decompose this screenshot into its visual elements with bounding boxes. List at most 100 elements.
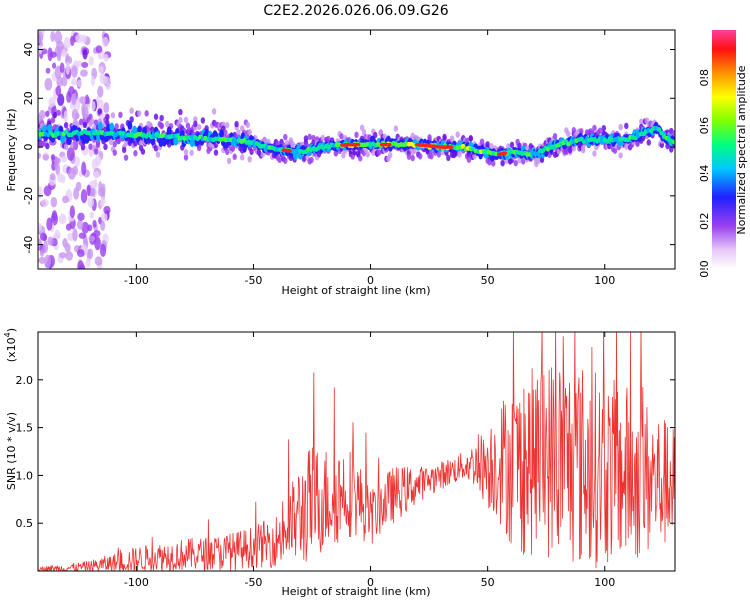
spectrogram-halo-blob — [277, 156, 282, 164]
spectrogram-band-blob — [109, 122, 115, 132]
spectrogram-noise-blob — [76, 249, 85, 258]
spectrogram-halo-blob — [517, 142, 522, 150]
spectrogram-halo-blob — [618, 123, 623, 131]
snr-y-ticks: 0.5 1.0 1.5 2.0 — [16, 374, 675, 530]
spectrogram-noise-blob — [39, 232, 48, 241]
spectrogram-halo-blob — [487, 159, 492, 166]
spectrogram-noise-blob — [61, 76, 68, 87]
spectrogram-halo-blob — [56, 109, 61, 116]
spectrogram-halo-blob — [153, 145, 159, 152]
spectrogram-halo-blob — [230, 145, 236, 152]
spectrogram-noise-blob — [99, 243, 107, 257]
spectrogram-halo-blob — [361, 129, 367, 136]
colorbar-tick-label: 0.6 — [698, 117, 711, 135]
spectrogram-peak-blob — [355, 142, 361, 147]
spectrogram-noise-blob — [54, 30, 63, 44]
spectrogram-y-tick-label: -20 — [22, 187, 35, 205]
spectrogram-halo-blob — [339, 133, 344, 140]
spectrogram-halo-blob — [78, 118, 84, 126]
spectrogram-halo-blob — [479, 138, 485, 145]
spectrogram-noise-blob — [95, 45, 103, 54]
spectrogram-halo-blob — [564, 148, 569, 156]
spectrogram-noise-blob — [97, 85, 104, 98]
spectrogram-noise-blob — [63, 37, 71, 50]
spectrogram-y-tick-label: 40 — [22, 43, 35, 57]
spectrogram-halo-blob — [552, 132, 558, 140]
snr-x-tick-label: 100 — [594, 576, 615, 589]
spectrogram-peak-blob — [287, 149, 292, 153]
spectrogram-y-axis-label: Frequency (Hz) — [5, 109, 18, 192]
spectrogram-halo-blob — [247, 156, 252, 163]
spectrogram-noise-blob — [85, 257, 91, 268]
spectrogram-halo-blob — [183, 154, 189, 161]
spectrogram-noise-blob — [38, 152, 42, 159]
spectrogram-halo-blob — [406, 153, 412, 160]
colorbar: 0.0 0.2 0.4 0.6 0.8 Normalized spectral ampl… — [698, 30, 748, 278]
spectrogram-halo-blob — [183, 116, 189, 123]
spectrogram-halo-blob — [225, 122, 230, 129]
spectrogram-halo-blob — [500, 160, 505, 167]
spectrogram-halo-blob — [618, 152, 623, 159]
spectrogram-halo-blob — [283, 133, 288, 141]
spectrogram-noise-blob — [86, 184, 92, 197]
snr-scale-label: (x104) — [3, 328, 18, 362]
colorbar-label: Normalized spectral amplitude — [735, 65, 748, 234]
spectrogram-noise-blob — [101, 183, 106, 197]
spectrogram-halo-blob — [521, 158, 526, 165]
spectrogram-halo-blob — [80, 143, 86, 151]
spectrogram-halo-blob — [580, 144, 586, 152]
spectrogram-halo-blob — [116, 138, 121, 145]
spectrogram-halo-blob — [249, 148, 254, 155]
spectrogram-y-ticks: -40 -20 0 20 40 — [22, 43, 675, 254]
spectrogram-band-blob — [127, 120, 133, 130]
spectrogram-halo-blob — [189, 149, 194, 156]
spectrogram-halo-blob — [393, 125, 399, 132]
spectrogram-noise-blob — [46, 217, 53, 231]
spectrogram-noise-blob — [50, 196, 58, 208]
spectrogram-peak-blob — [502, 151, 508, 156]
spectrogram-noise-blob — [48, 96, 56, 108]
spectrogram-halo-blob — [213, 149, 219, 156]
spectrogram-noise-blob — [59, 252, 67, 259]
spectrogram-halo-blob — [38, 118, 41, 125]
spectrogram-halo-blob — [223, 129, 228, 136]
spectrogram-noise-blob — [73, 187, 80, 200]
spectrogram-halo-blob — [88, 113, 93, 120]
spectrogram-halo-blob — [601, 124, 607, 132]
spectrogram-halo-blob — [571, 127, 577, 134]
spectrogram-noise-blob — [63, 110, 68, 123]
spectrogram-halo-blob — [136, 110, 142, 117]
spectrogram-halo-blob — [159, 114, 164, 122]
spectrogram-noise-blob — [66, 91, 72, 103]
snr-scale-prefix: (x10 — [5, 337, 18, 362]
spectrogram-halo-blob — [75, 112, 80, 120]
spectrogram-halo-blob — [108, 138, 114, 146]
colorbar-tick-label: 0.8 — [698, 69, 711, 87]
spectrogram-halo-blob — [309, 156, 314, 164]
spectrogram-halo-blob — [93, 148, 99, 155]
spectrogram-halo-blob — [485, 141, 490, 148]
spectrogram-halo-blob — [236, 129, 241, 136]
snr-frame — [37, 331, 676, 572]
spectrogram-halo-blob — [178, 108, 183, 116]
snr-x-ticks: -100 -50 0 50 100 — [124, 332, 615, 589]
spectrogram-noise-blob — [76, 219, 84, 230]
spectrogram-halo-blob — [129, 107, 134, 114]
spectrogram-halo-blob — [153, 113, 159, 120]
spectrogram-noise-blob — [58, 213, 67, 225]
spectrogram-noise-blob — [94, 154, 102, 167]
spectrogram-halo-blob — [466, 156, 472, 163]
spectrogram-noise-blob — [81, 61, 89, 69]
spectrogram-halo-blob — [388, 152, 393, 159]
spectrogram-noise-blob — [72, 139, 79, 151]
spectrogram-noise-blob — [73, 156, 80, 168]
spectrogram-noise-blob — [98, 65, 104, 74]
spectrogram-noise-blob — [88, 56, 94, 66]
colorbar-tick-label: 0.2 — [698, 212, 711, 230]
spectrogram-noise-blob — [88, 248, 94, 260]
spectrogram-marks — [38, 30, 675, 269]
spectrogram-noise-blob — [80, 34, 87, 44]
spectrogram-halo-blob — [41, 140, 46, 147]
snr-y-tick-label: 0.5 — [16, 517, 34, 530]
spectrogram-halo-blob — [442, 133, 447, 141]
